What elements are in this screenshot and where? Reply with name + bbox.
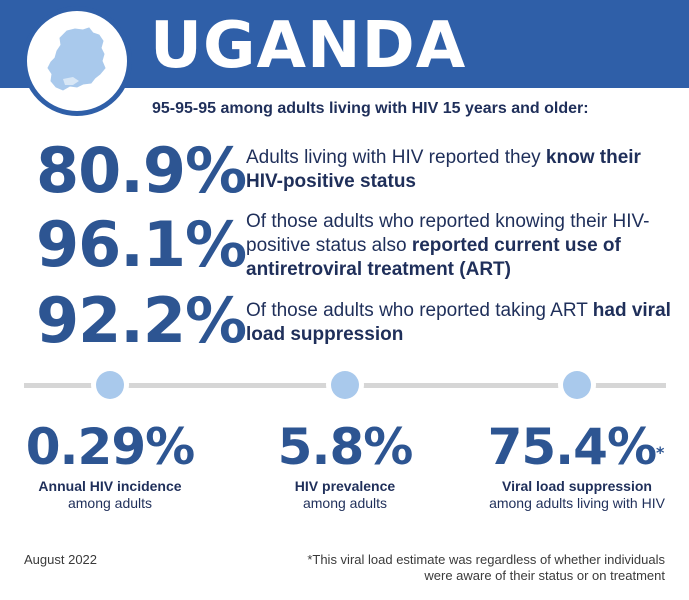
cascade-subtitle: 95-95-95 among adults living with HIV 15… bbox=[152, 100, 589, 117]
metric-label-bold: Viral load suppression bbox=[502, 478, 652, 494]
metric-value-incidence: 0.29% bbox=[0, 418, 220, 476]
stat-description-know-status: Adults living with HIV reported they kno… bbox=[246, 146, 676, 194]
metric-label-text: among adults living with HIV bbox=[489, 495, 665, 511]
metric-label-incidence: Annual HIV incidence among adults bbox=[0, 478, 220, 512]
stat-value-viral-suppression: 92.2% bbox=[36, 284, 247, 357]
stat-text: Of those adults who reported taking ART bbox=[246, 300, 593, 321]
metric-label-prevalence: HIV prevalence among adults bbox=[235, 478, 455, 512]
country-badge bbox=[22, 6, 132, 116]
timeline-dot bbox=[331, 371, 359, 399]
metric-marker: * bbox=[656, 443, 665, 462]
metric-value-prevalence: 5.8% bbox=[235, 418, 455, 476]
metric-number: 5.8% bbox=[277, 418, 414, 476]
stat-description-on-art: Of those adults who reported knowing the… bbox=[246, 210, 676, 282]
stat-value-know-status: 80.9% bbox=[36, 134, 247, 207]
stat-text: Adults living with HIV reported they bbox=[246, 147, 546, 168]
stat-description-viral-suppression: Of those adults who reported taking ART … bbox=[246, 299, 676, 347]
stat-text: Of those adults who reported knowing the… bbox=[246, 211, 650, 256]
stat-value-on-art: 96.1% bbox=[36, 208, 247, 281]
uganda-map-icon bbox=[47, 27, 106, 91]
metric-number: 75.4% bbox=[487, 418, 657, 476]
stat-text-bold: had viral load suppression bbox=[246, 300, 671, 345]
metric-label-viral-load: Viral load suppression among adults livin… bbox=[466, 478, 688, 512]
metric-label-text: among adults bbox=[67, 495, 153, 511]
timeline-dot bbox=[96, 371, 124, 399]
stat-text-bold: know their HIV-positive status bbox=[246, 147, 641, 192]
country-title: UGANDA bbox=[150, 9, 467, 83]
footer-date: August 2022 bbox=[24, 552, 98, 567]
metric-value-viral-load: 75.4%* bbox=[466, 418, 686, 476]
metric-label-bold: HIV prevalence bbox=[294, 478, 396, 494]
footer-note: *This viral load estimate was regardless… bbox=[307, 552, 665, 583]
metric-label-text: among adults bbox=[302, 495, 388, 511]
metric-number: 0.29% bbox=[25, 418, 195, 476]
stat-text-bold: reported current use of antiretroviral t… bbox=[246, 235, 621, 280]
metric-label-bold: Annual HIV incidence bbox=[38, 478, 182, 494]
timeline-dot bbox=[563, 371, 591, 399]
